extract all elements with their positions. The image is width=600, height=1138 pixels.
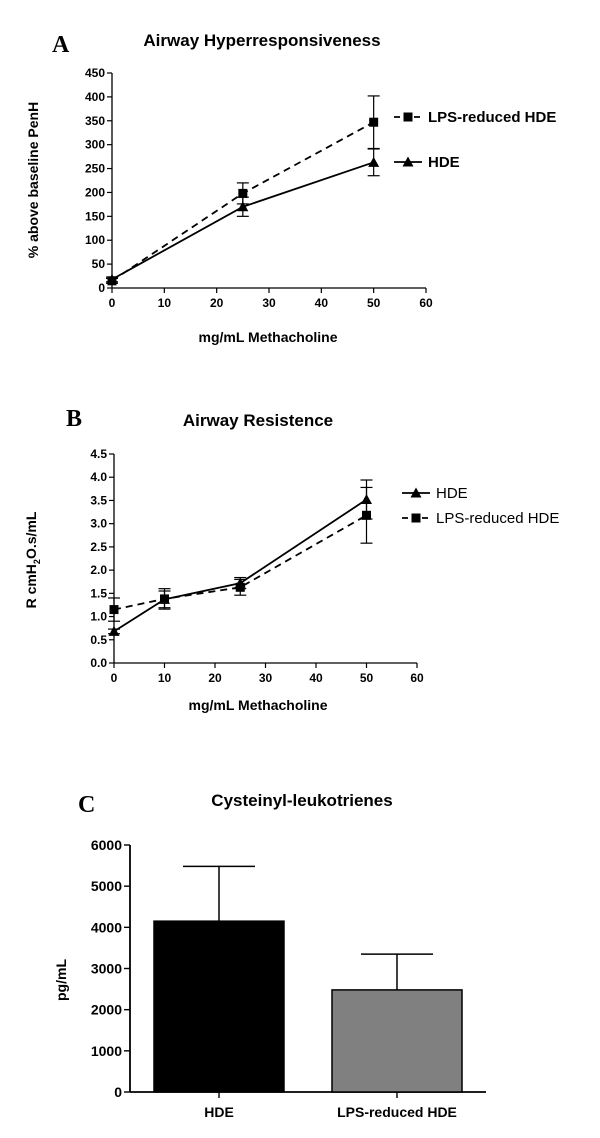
panel-b-series-lps-reduced-hde-point: [362, 510, 371, 520]
panel-b-y-tick-label: 2.5: [90, 540, 107, 554]
panel-c-y-tick-label: 4000: [91, 919, 122, 935]
panel-b-y-tick-label: 0.5: [90, 633, 107, 647]
panel-a-x-tick-label: 20: [210, 296, 224, 310]
panel-a-series-hde-point: [368, 156, 380, 167]
panel-b-legend-lps-reduced-hde-marker: [411, 513, 421, 523]
panel-b-title: Airway Resistence: [183, 411, 333, 430]
panel-a-y-tick-label: 100: [85, 233, 105, 247]
panel-b-x-tick-label: 60: [410, 671, 424, 685]
panel-b-y-tick-label: 3.5: [90, 493, 107, 507]
panel-b-y-tick-label: 1.5: [90, 586, 107, 600]
panel-a-series-hde-point: [237, 201, 249, 212]
panel-c-y-tick-label: 6000: [91, 837, 122, 853]
panel-a-x-tick-label: 30: [262, 296, 276, 310]
panel-c-label: C: [78, 792, 95, 818]
panel-a-series-hde-point: [106, 273, 118, 284]
panel-b-y-tick-label: 3.0: [90, 517, 107, 531]
panel-b-legend-hde-marker: [410, 487, 422, 498]
panel-b-series-lps-reduced-hde-line: [113, 514, 367, 611]
panel-a-legend-hde-marker: [402, 156, 414, 167]
panel-b-x-tick-label: 40: [309, 671, 323, 685]
panel-a-y-tick-label: 250: [85, 162, 105, 176]
panel-b-y-tick-label: 2.0: [90, 563, 107, 577]
panel-b-resistance-chart: B Airway Resistence mg/mL Methacholine R…: [23, 406, 559, 713]
panel-a-series-lps-reduced-hde-point: [369, 117, 379, 127]
panel-a-legend-lps-reduced-hde-label: LPS-reduced HDE: [428, 109, 556, 126]
panel-b-y-tick-label: 4.0: [90, 470, 107, 484]
panel-a-y-tick-label: 0: [98, 281, 105, 295]
panel-b-legend-lps-reduced-hde-label: LPS-reduced HDE: [436, 510, 559, 527]
panel-a-x-tick-label: 0: [109, 296, 116, 310]
panel-b-series-hde-point: [108, 625, 120, 636]
panel-c-y-tick-label: 2000: [91, 1002, 122, 1018]
panel-a-hyperresponsiveness-chart: A Airway Hyperresponsiveness mg/mL Metha…: [25, 31, 556, 345]
panel-c-y-tick-label: 3000: [91, 961, 122, 977]
panel-a-y-tick-label: 300: [85, 138, 105, 152]
panel-b-legend-hde-label: HDE: [436, 485, 468, 502]
panel-a-y-tick-label: 200: [85, 185, 105, 199]
panel-b-x-axis-label: mg/mL Methacholine: [189, 697, 328, 713]
panel-a-series-lps-reduced-hde-point: [238, 188, 248, 198]
panel-a-label: A: [52, 32, 70, 58]
panel-c-bar-hde: [153, 920, 285, 1093]
panel-c-bar-lps-reduced-hde: [331, 989, 463, 1093]
panel-b-x-tick-label: 0: [111, 671, 118, 685]
panel-b-series-lps-reduced-hde-point: [235, 582, 245, 592]
panel-c-y-tick-label: 5000: [91, 878, 122, 894]
panel-a-x-tick-label: 40: [315, 296, 329, 310]
panel-c-title: Cysteinyl-leukotrienes: [211, 791, 392, 810]
panel-c-y-axis-label: pg/mL: [53, 959, 69, 1001]
panel-a-y-tick-label: 150: [85, 209, 105, 223]
panel-a-title: Airway Hyperresponsiveness: [143, 31, 380, 50]
panel-b-series-lps-reduced-hde-point: [160, 594, 169, 604]
panel-a-x-axis-label: mg/mL Methacholine: [199, 329, 338, 345]
panel-b-y-axis-label: R cmH2O.s/mL: [23, 511, 42, 608]
panel-b-y-tick-label: 1.0: [90, 610, 107, 624]
panel-a-series-hde-line: [111, 161, 374, 281]
panel-b-x-tick-label: 30: [259, 671, 273, 685]
panel-b-series-lps-reduced-hde-point: [109, 605, 119, 615]
panel-b-series-hde-line: [113, 498, 367, 633]
panel-a-y-axis-label: % above baseline PenH: [25, 102, 41, 258]
panel-b-label: B: [66, 406, 82, 432]
panel-c-x-tick-label: HDE: [204, 1104, 234, 1120]
panel-a-legend-lps-reduced-hde-marker: [403, 112, 413, 122]
panel-b-x-tick-label: 10: [158, 671, 172, 685]
panel-a-x-tick-label: 60: [419, 296, 433, 310]
panel-b-x-tick-label: 50: [360, 671, 374, 685]
panel-c-y-tick-label: 0: [114, 1084, 122, 1100]
panel-a-y-tick-label: 450: [85, 66, 105, 80]
panel-a-x-tick-label: 50: [367, 296, 381, 310]
panel-c-y-tick-label: 1000: [91, 1043, 122, 1059]
panel-a-y-tick-label: 50: [92, 257, 106, 271]
panel-b-y-tick-label: 0.0: [90, 656, 107, 670]
panel-a-y-tick-label: 350: [85, 114, 105, 128]
panel-a-x-tick-label: 10: [158, 296, 172, 310]
panel-a-legend-hde-label: HDE: [428, 154, 460, 171]
panel-a-y-tick-label: 400: [85, 90, 105, 104]
panel-b-x-tick-label: 20: [208, 671, 222, 685]
panel-c-x-tick-label: LPS-reduced HDE: [337, 1104, 457, 1120]
panel-c-leukotrienes-chart: C Cysteinyl-leukotrienes pg/mL 0 1000 2000…: [53, 791, 486, 1120]
panel-b-y-tick-label: 4.5: [90, 447, 107, 461]
